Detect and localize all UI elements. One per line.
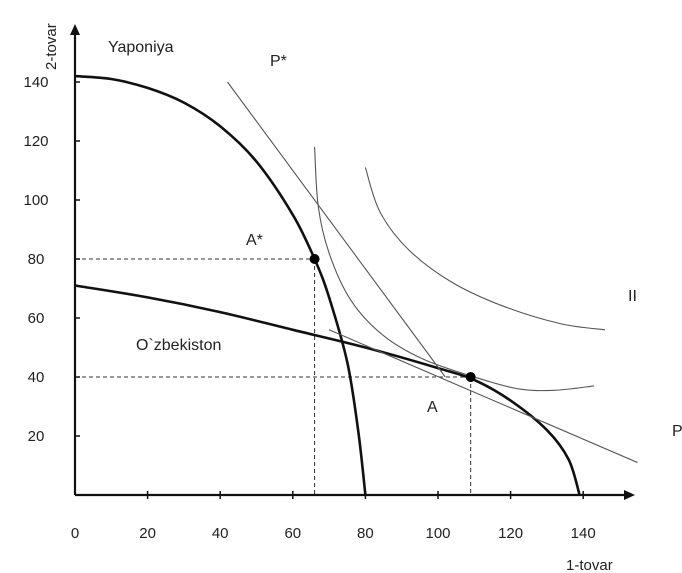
x-tick-label-140: 140 (571, 525, 596, 542)
ticks: 0 20 40 60 80 100 120 140 20 40 60 80 100 120 140 (23, 74, 595, 542)
series-indifference-2-curve (364, 167, 606, 331)
annotation-p: P (672, 423, 682, 440)
y-tick-label-80: 80 (28, 251, 45, 268)
x-tick-label-0: 0 (71, 525, 79, 542)
x-tick-label-80: 80 (357, 525, 374, 542)
x-tick-label-100: 100 (425, 525, 450, 542)
annotation-a-star: A* (246, 232, 263, 249)
series-indifference-1-curve (314, 146, 595, 392)
point-a-star (309, 254, 320, 264)
curves (74, 74, 638, 496)
y-tick-label-60: 60 (28, 310, 45, 327)
annotation-yaponiya: Yaponiya (108, 39, 174, 56)
y-axis-label: 2-tovar (43, 23, 60, 70)
x-axis-arrow (624, 490, 635, 500)
y-tick-label-40: 40 (28, 369, 45, 386)
x-axis-label: 1-tovar (566, 557, 613, 573)
series-p--curve (227, 81, 446, 378)
y-tick-label-100: 100 (23, 192, 48, 209)
annotation-ozbekiston: O`zbekiston (136, 337, 221, 354)
y-tick-label-120: 120 (23, 133, 48, 150)
annotation-ii: II (628, 288, 637, 305)
x-tick-label-20: 20 (139, 525, 156, 542)
y-tick-label-20: 20 (28, 428, 45, 445)
x-tick-label-40: 40 (212, 525, 229, 542)
annotation-p-star: P* (270, 53, 287, 70)
annotation-a: A (427, 399, 438, 416)
series-p-curve (328, 329, 638, 464)
y-axis-arrow (70, 24, 80, 35)
point-a (465, 372, 476, 382)
axes (70, 24, 635, 500)
series-yaponiya-curve (74, 74, 367, 496)
y-tick-label-140: 140 (23, 74, 48, 91)
x-tick-label-120: 120 (498, 525, 523, 542)
guide-lines (75, 258, 472, 495)
points (309, 254, 476, 382)
x-tick-label-60: 60 (284, 525, 301, 542)
series-o-zbekiston-curve (74, 284, 581, 496)
